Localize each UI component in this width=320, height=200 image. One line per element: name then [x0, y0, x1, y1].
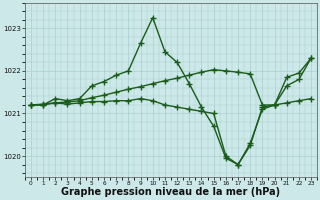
X-axis label: Graphe pression niveau de la mer (hPa): Graphe pression niveau de la mer (hPa)	[61, 187, 281, 197]
